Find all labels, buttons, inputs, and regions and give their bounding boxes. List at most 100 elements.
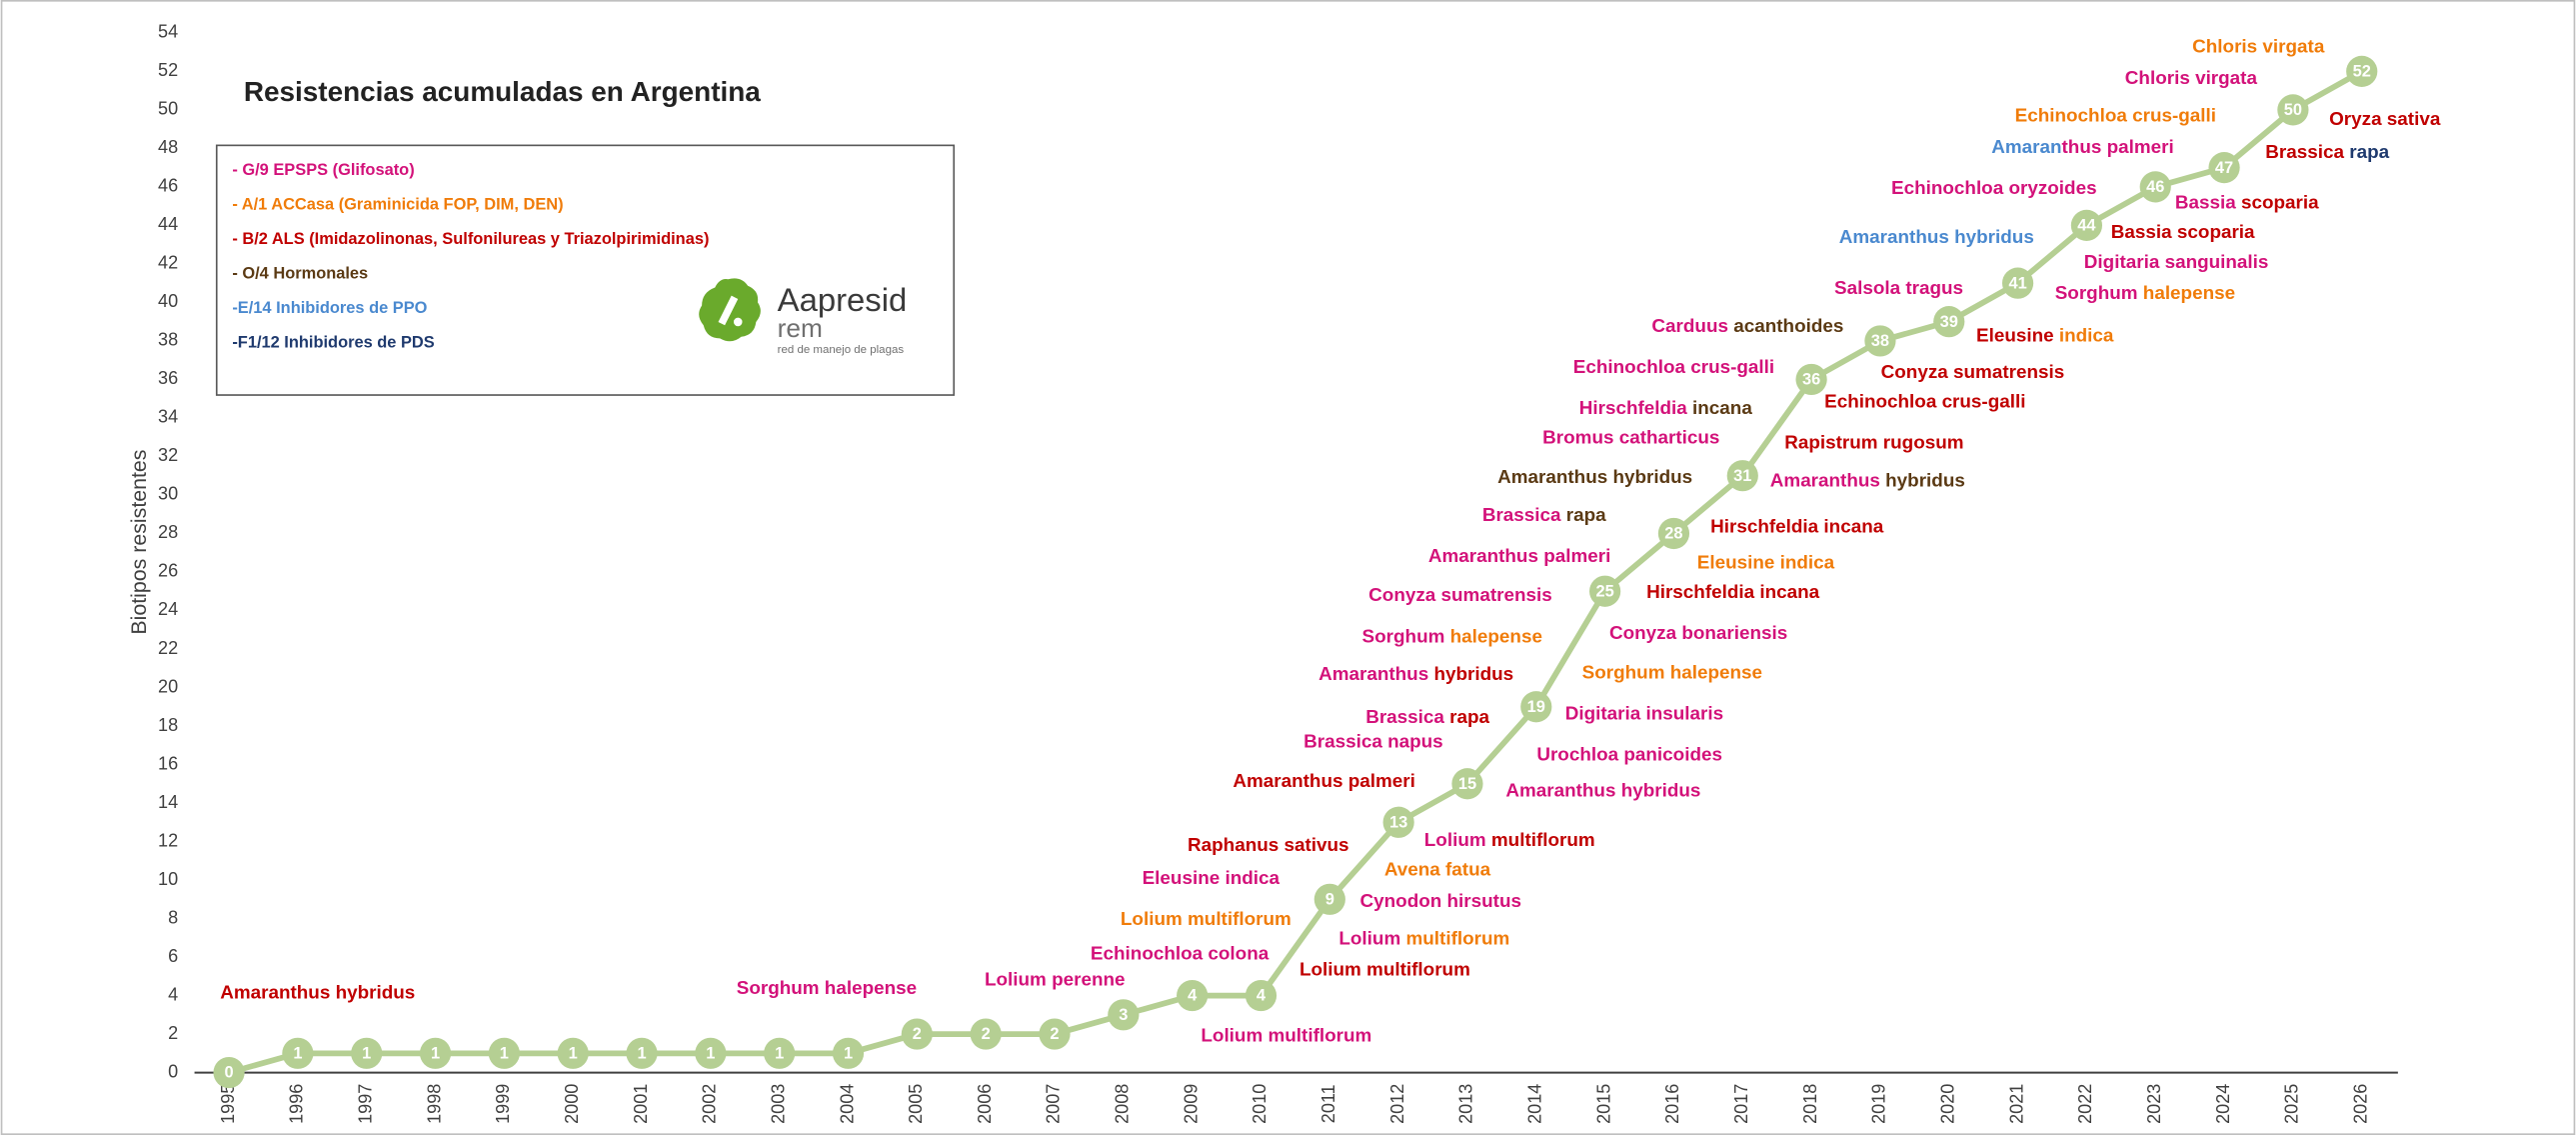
annotation: Sorghum halepense [737,978,917,999]
logo-slash [718,295,739,326]
data-label: 3 [1119,1006,1128,1024]
annotation: Amaranthus hybridus [1318,664,1513,685]
y-tick-label: 24 [158,599,178,619]
y-tick-label: 30 [158,484,178,504]
annotation-part: Amaranthus hybridus [220,983,415,1004]
annotation: Lolium multiflorum [1299,960,1470,981]
data-label: 13 [1389,813,1407,831]
data-label: 1 [431,1044,440,1062]
annotation-part: halepense [1450,626,1542,647]
data-label: 1 [500,1044,509,1062]
y-tick-label: 38 [158,330,178,350]
annotation: Avena fatua [1384,860,1491,881]
annotation: Carduus acanthoides [1651,316,1843,337]
legend-entry: - O/4 Hormonales [232,265,368,283]
annotation-part: Brassica [2265,142,2349,163]
x-tick-label: 2021 [2006,1084,2026,1124]
y-tick-label: 22 [158,638,178,658]
annotation: Echinochloa crus-galli [1824,391,2025,412]
data-label: 50 [2284,101,2302,119]
data-label: 2 [982,1025,991,1043]
annotation: Sorghum halepense [2055,283,2235,304]
annotation-part: Amaranthus [1770,470,1885,491]
annotation-part: Brassica [1365,707,1449,728]
data-label: 41 [2008,274,2026,292]
annotation: Oryza sativa [2329,109,2441,130]
x-tick-label: 2016 [1662,1084,1682,1124]
annotation: Urochloa panicoides [1536,745,1722,766]
annotation: Echinochloa oryzoides [1891,178,2097,199]
annotation: Raphanus sativus [1188,835,1349,856]
annotation: Rapistrum rugosum [1784,432,1963,453]
y-tick-label: 0 [168,1061,178,1081]
annotation-part: Sorghum [1362,626,1450,647]
annotation-part: Echinochloa crus-galli [1824,391,2025,412]
data-point [351,1037,383,1069]
annotation-part: Eleusine indica [1697,552,1835,573]
annotation: Digitaria sanguinalis [2084,252,2269,273]
y-tick-label: 28 [158,522,178,542]
annotation: Conyza sumatrensis [1368,585,1552,606]
annotation-part: Digitaria sanguinalis [2084,252,2269,273]
x-tick-label: 2006 [975,1084,995,1124]
data-label: 36 [1802,371,1820,389]
annotation-part: Avena fatua [1384,860,1491,881]
y-tick-label: 40 [158,291,178,311]
data-point [1108,999,1140,1031]
annotation-part: Bromus catharticus [1542,428,1719,449]
data-label: 25 [1595,582,1613,600]
annotation-part: Sorghum halepense [1582,662,1762,683]
data-point [2070,209,2103,241]
annotation: Sorghum halepense [1582,662,1762,683]
annotation-part: Hirschfeldia incana [1646,582,1820,603]
annotation-part: Amaranthus hybridus [1497,467,1692,488]
legend-entry: -E/14 Inhibidores de PPO [232,299,427,317]
annotation: Lolium multiflorum [1201,1025,1371,1046]
annotation: Amaranthus hybridus [220,983,415,1004]
annotation: Brassica rapa [1365,707,1489,728]
annotation: Hirschfeldia incana [1710,516,1884,537]
data-point [1657,517,1690,550]
annotation-part: Urochloa panicoides [1536,745,1722,766]
annotation: Hirschfeldia incana [1579,398,1753,419]
annotation-part: thus palmeri [2062,137,2174,158]
data-label: 28 [1664,525,1682,543]
annotation-part: Amaranthus palmeri [1428,546,1611,567]
y-tick-label: 14 [158,792,178,812]
annotation: Lolium multiflorum [1121,909,1291,930]
data-point [1520,691,1552,723]
annotation-part: Conyza bonariensis [1609,623,1787,644]
data-label: 4 [1188,987,1198,1005]
data-label: 39 [1940,313,1958,331]
x-tick-label: 2000 [562,1084,582,1124]
data-point [1726,460,1758,492]
x-tick-label: 2023 [2144,1084,2164,1124]
x-tick-label: 1997 [355,1084,375,1124]
x-tick-label: 2001 [631,1084,651,1124]
annotation-part: Bassia scoparia [2111,222,2255,243]
annotation: Echinochloa colona [1091,943,1270,964]
data-point [1177,979,1209,1012]
annotation: Lolium multiflorum [1338,929,1509,950]
y-tick-label: 46 [158,176,178,196]
y-tick-label: 48 [158,137,178,157]
annotation: Bromus catharticus [1542,428,1719,449]
data-label: 1 [844,1044,853,1062]
x-tick-label: 2012 [1387,1084,1407,1124]
data-label: 44 [2077,217,2096,235]
data-point [1795,363,1827,396]
data-label: 1 [775,1044,784,1062]
x-tick-label: 1995 [218,1084,238,1124]
data-point [1933,306,1965,338]
data-label: 9 [1325,890,1334,908]
data-label: 52 [2353,63,2371,81]
x-tick-label: 2005 [906,1084,926,1124]
x-tick-label: 2026 [2350,1084,2370,1124]
x-tick-label: 2009 [1181,1084,1201,1124]
data-point [832,1037,865,1069]
y-tick-label: 34 [158,407,178,427]
annotation-part: Hirschfeldia incana [1710,516,1884,537]
annotation: Bassia scoparia [2175,193,2319,214]
annotation: Eleusine indica [1976,326,2114,347]
annotation-part: Rapistrum rugosum [1784,432,1963,453]
